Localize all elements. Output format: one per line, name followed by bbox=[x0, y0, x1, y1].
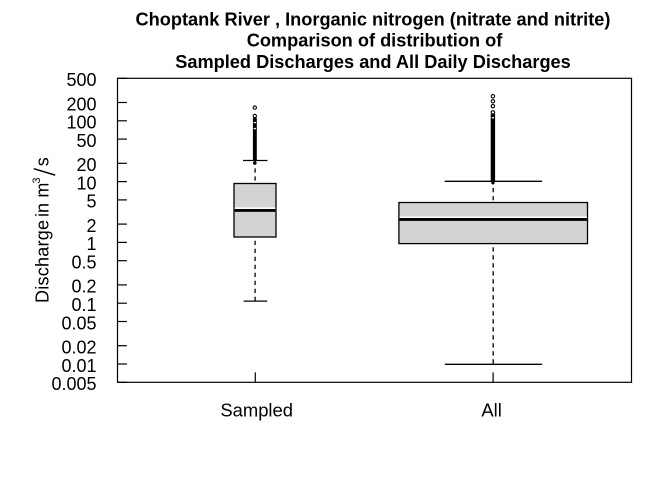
svg-text:Discharge: Discharge bbox=[32, 220, 52, 303]
svg-text:in: in bbox=[32, 203, 52, 217]
svg-text:3: 3 bbox=[31, 177, 43, 183]
svg-text:0.2: 0.2 bbox=[71, 277, 96, 297]
svg-text:0.02: 0.02 bbox=[61, 338, 96, 358]
svg-text:200: 200 bbox=[66, 94, 96, 114]
svg-text:0.05: 0.05 bbox=[61, 313, 96, 333]
svg-text:0.1: 0.1 bbox=[71, 295, 96, 315]
svg-text:500: 500 bbox=[66, 70, 96, 90]
svg-text:100: 100 bbox=[66, 113, 96, 133]
svg-text:Sampled: Sampled bbox=[220, 400, 293, 421]
svg-text:10: 10 bbox=[76, 173, 96, 193]
svg-text:Comparison of distribution of: Comparison of distribution of bbox=[247, 31, 504, 51]
svg-text:m: m bbox=[32, 183, 52, 198]
svg-text:0.5: 0.5 bbox=[71, 253, 96, 273]
svg-text:50: 50 bbox=[76, 131, 96, 151]
svg-text:1: 1 bbox=[86, 234, 96, 254]
svg-text:s: s bbox=[32, 157, 52, 166]
svg-text:0.01: 0.01 bbox=[61, 356, 96, 376]
svg-text:Choptank River , Inorganic nit: Choptank River , Inorganic nitrogen (nit… bbox=[136, 9, 611, 29]
svg-text:2: 2 bbox=[86, 216, 96, 236]
svg-text:0.005: 0.005 bbox=[51, 374, 96, 394]
svg-text:All: All bbox=[481, 400, 501, 421]
svg-text:20: 20 bbox=[76, 155, 96, 175]
svg-text:Sampled Discharges and All Dai: Sampled Discharges and All Daily Dischar… bbox=[175, 52, 571, 72]
svg-text:5: 5 bbox=[86, 192, 96, 212]
